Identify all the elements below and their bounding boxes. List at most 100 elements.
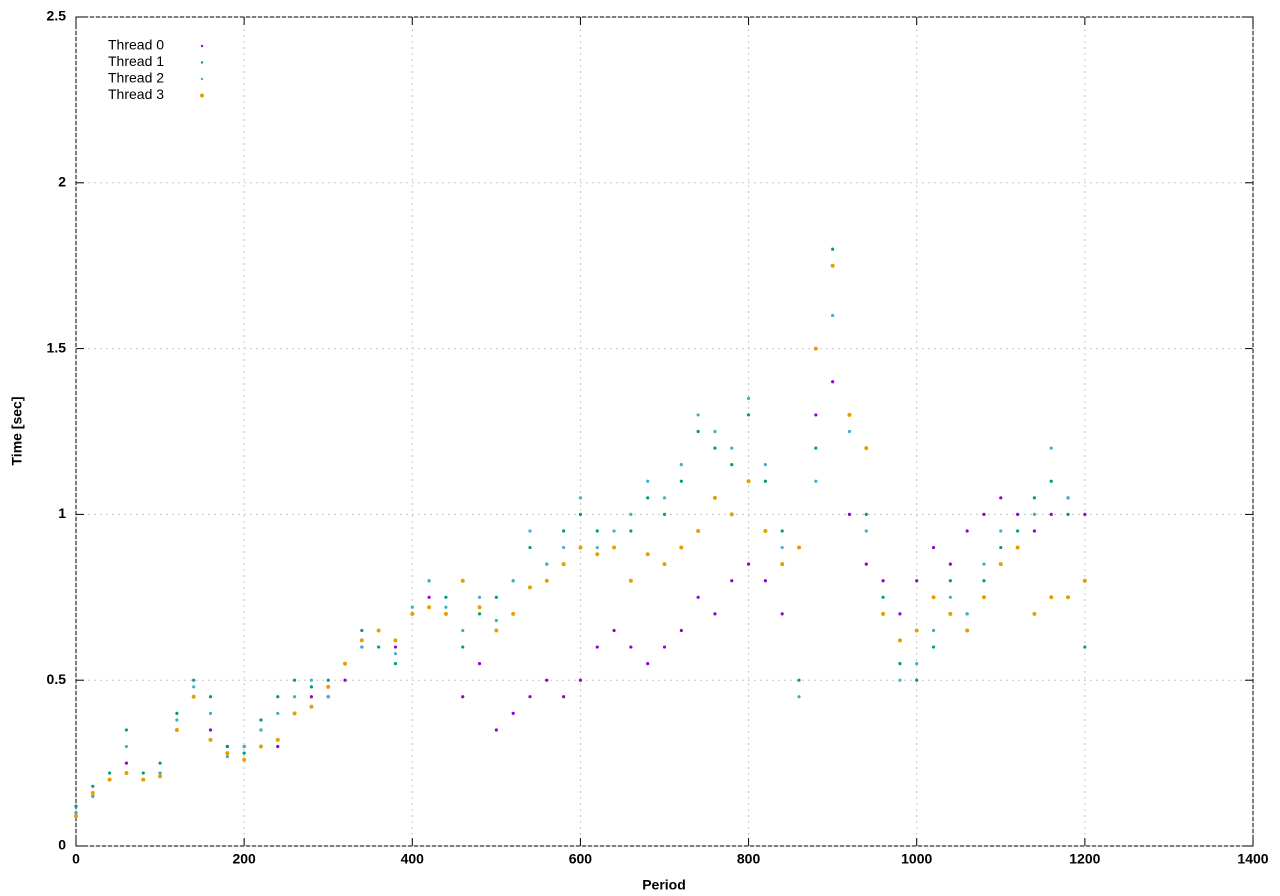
- x-tick-label: 600: [569, 851, 593, 867]
- data-point: [1083, 512, 1087, 517]
- data-point: [746, 396, 751, 400]
- data-point: [225, 744, 229, 749]
- data-point: [276, 744, 280, 749]
- data-point: [797, 678, 801, 682]
- data-point: [528, 695, 532, 699]
- data-point: [931, 645, 936, 649]
- data-point: [309, 685, 313, 689]
- data-point: [259, 718, 263, 722]
- data-point: [646, 662, 650, 666]
- data-point: [275, 737, 280, 742]
- data-point: [595, 645, 599, 649]
- data-point: [696, 413, 700, 417]
- data-point: [1032, 512, 1037, 517]
- data-point: [258, 744, 263, 749]
- data-point: [208, 711, 213, 715]
- x-axis-label: Period: [642, 877, 686, 893]
- data-point: [74, 811, 78, 815]
- data-point: [410, 605, 414, 609]
- data-point: [931, 628, 936, 633]
- y-tick-label: 1: [58, 505, 66, 521]
- data-point: [511, 711, 515, 715]
- data-point: [477, 605, 482, 610]
- x-tick-label: 1400: [1237, 851, 1268, 867]
- data-point: [982, 512, 986, 517]
- data-point: [175, 711, 179, 715]
- data-point: [343, 661, 348, 666]
- data-point: [225, 751, 230, 756]
- data-point: [360, 645, 364, 649]
- data-point: [1032, 529, 1037, 533]
- data-point: [107, 777, 112, 782]
- data-point: [931, 595, 936, 600]
- data-point: [797, 545, 802, 550]
- data-point: [1082, 578, 1087, 583]
- data-point: [780, 612, 784, 616]
- data-point: [847, 412, 852, 417]
- data-point: [276, 711, 280, 715]
- data-point: [158, 771, 162, 775]
- data-point: [679, 463, 683, 467]
- data-point: [1032, 611, 1037, 616]
- x-tick-label: 1000: [901, 851, 932, 867]
- data-point: [343, 678, 347, 682]
- data-point: [814, 446, 818, 450]
- data-point: [192, 685, 196, 689]
- data-point: [477, 612, 482, 616]
- x-tick-label: 0: [72, 851, 80, 867]
- data-point: [746, 562, 751, 566]
- data-point: [477, 662, 482, 666]
- data-point: [713, 429, 717, 434]
- legend-marker: [200, 44, 204, 48]
- data-point: [494, 628, 499, 633]
- data-point: [477, 595, 482, 599]
- data-point: [746, 413, 751, 417]
- data-point: [359, 638, 364, 643]
- data-point: [898, 678, 902, 682]
- data-point: [662, 645, 667, 649]
- data-point: [595, 545, 599, 550]
- data-point: [948, 595, 952, 599]
- data-point: [864, 446, 869, 451]
- data-point: [999, 529, 1003, 533]
- data-point: [1049, 479, 1053, 483]
- data-point: [679, 628, 683, 633]
- data-point: [461, 628, 465, 633]
- data-point: [915, 678, 919, 682]
- data-point: [175, 718, 179, 722]
- data-point: [242, 757, 247, 762]
- data-point: [528, 545, 532, 550]
- data-point: [813, 346, 818, 351]
- data-point: [696, 528, 701, 533]
- data-point: [998, 562, 1003, 567]
- data-point: [377, 645, 381, 649]
- data-point: [780, 545, 784, 550]
- legend-marker: [200, 93, 204, 98]
- data-point: [292, 711, 297, 716]
- data-point: [898, 662, 902, 666]
- data-point: [527, 585, 532, 590]
- x-tick-label: 200: [232, 851, 256, 867]
- data-point: [730, 463, 734, 467]
- data-point: [595, 529, 599, 533]
- data-point: [124, 728, 129, 732]
- data-point: [830, 263, 835, 268]
- data-point: [461, 645, 465, 649]
- data-point: [309, 678, 313, 682]
- data-point: [814, 413, 818, 417]
- data-point: [662, 562, 667, 567]
- y-tick-label: 0.5: [47, 671, 67, 687]
- data-point: [292, 695, 297, 699]
- data-point: [864, 512, 868, 517]
- data-point: [494, 728, 498, 732]
- data-point: [713, 446, 717, 450]
- data-point: [763, 528, 768, 533]
- data-point: [847, 429, 852, 434]
- y-axis-label: Time [sec]: [9, 397, 25, 466]
- x-tick-label: 800: [737, 851, 761, 867]
- data-point: [158, 774, 163, 779]
- data-point: [545, 678, 549, 682]
- data-point: [242, 751, 246, 755]
- y-tick-label: 1.5: [47, 339, 67, 355]
- data-point: [897, 638, 902, 643]
